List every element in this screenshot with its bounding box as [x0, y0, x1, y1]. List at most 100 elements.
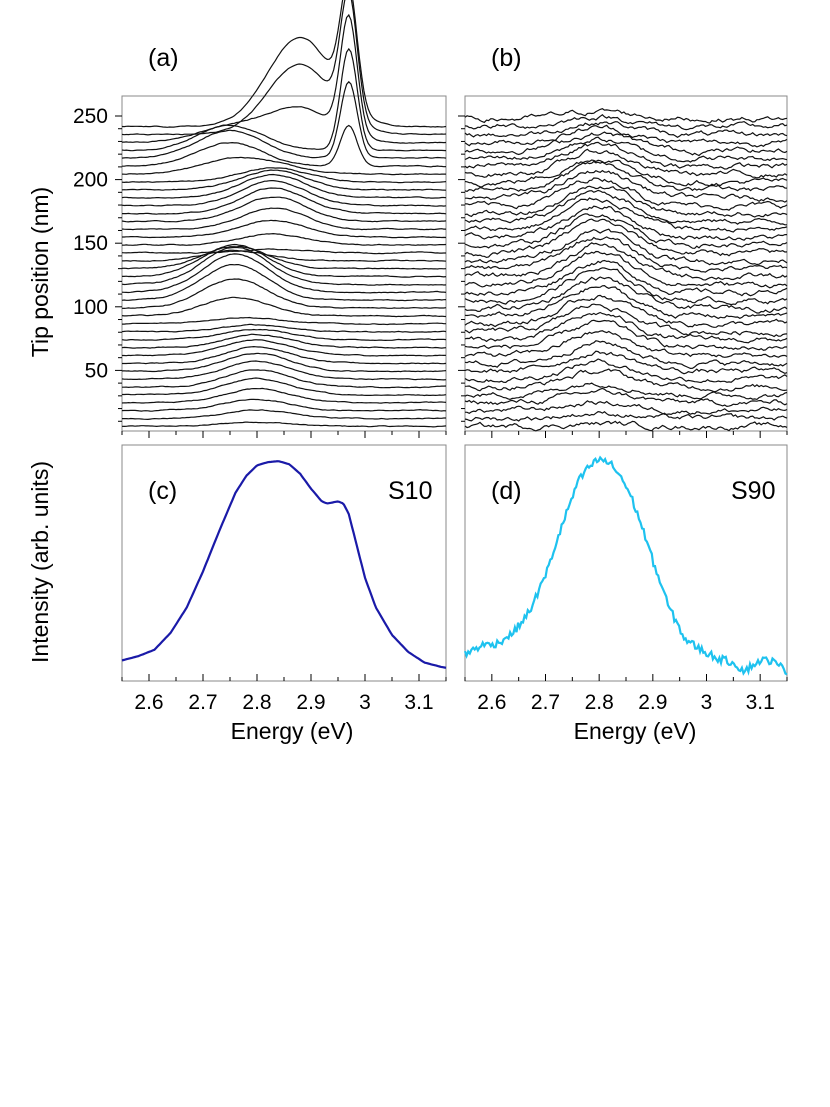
panel-a-spectrum-line — [122, 345, 447, 365]
panel-a-spectrum-line — [122, 219, 447, 239]
panel-d-x-ticks — [464, 674, 788, 681]
panel-a-spectrum-line — [121, 278, 447, 310]
panel-b-spectrum-line — [464, 311, 788, 344]
panel-b-spectrum-line — [464, 276, 788, 314]
panel-b-spectrum-line — [464, 303, 788, 338]
y-axis-title-top: Tip position (nm) — [27, 187, 53, 357]
panel-b-spectrum-line — [464, 294, 788, 328]
panel-b-spectrum-line — [464, 213, 788, 249]
panel-b-frame — [464, 95, 788, 432]
panel-b-x-ticks — [464, 431, 788, 438]
panel-a-spectrum-line — [122, 124, 447, 168]
panel-b-spectrum-line — [464, 382, 788, 401]
panel-b-spectrum-line — [464, 124, 788, 148]
y-axis-title-bottom: Intensity (arb. units) — [27, 461, 53, 663]
panel-b-spectrum-line — [464, 185, 788, 218]
panel-b-spectrum-line — [464, 350, 788, 375]
panel-a-spectrum-line — [122, 409, 446, 421]
panel-c-x-tick-labels: 2.6 2.7 2.8 2.9 3 3.1 — [134, 691, 433, 714]
panel-b-spectrum-line — [464, 114, 788, 131]
panel-a-label: (a) — [148, 44, 179, 72]
panel-a-spectrum-line — [121, 333, 447, 349]
y-tick-label: 150 — [73, 232, 108, 255]
panel-b-spectrum-line — [464, 242, 788, 281]
panel-b-spectrum-line — [464, 358, 788, 384]
panel-b-spectrum-line — [464, 218, 788, 259]
panel-a-spectrum-line — [121, 173, 447, 199]
panel-b-spectrum-line — [464, 236, 788, 273]
panel-a-spectrum-line — [121, 387, 447, 404]
panel-b-spectrum-line — [464, 330, 788, 358]
panel-b-spectrum-line — [464, 205, 787, 241]
y-tick-label: 100 — [73, 296, 108, 319]
panel-a-spectrum-line — [121, 253, 447, 294]
x-axis-title-right: Energy (eV) — [574, 718, 697, 744]
panel-a-spectrum-line — [121, 248, 446, 255]
panel-b-spectrum-line — [464, 340, 788, 370]
x-tick-label: 3.1 — [746, 691, 775, 714]
panel-b-spectrum-line — [464, 108, 788, 124]
panel-a-y-tick-labels: 50 100 150 200 250 — [73, 105, 108, 382]
panel-b-spectrum-line — [464, 148, 788, 179]
x-tick-label: 3 — [701, 691, 713, 714]
panel-a-spectrum-line — [121, 360, 447, 381]
panel-a-spectrum-line — [121, 80, 447, 159]
panel-b-spectrum-line — [464, 410, 788, 422]
panel-a-spectrum-line — [121, 47, 447, 152]
panel-b-spectrum-line — [464, 250, 788, 289]
panel-b-spectrum-line — [464, 319, 788, 351]
panel-b-spectrum-line — [465, 169, 788, 203]
panel-a-spectrum-line — [122, 249, 447, 263]
spectrum-line-s10 — [121, 460, 447, 669]
panel-a-spectrum-line — [122, 339, 447, 357]
panel-b-spectrum-line — [464, 228, 788, 266]
panel-b-spectrum-line — [464, 387, 788, 408]
panel-b-spectrum-line — [464, 400, 788, 416]
x-tick-label: 2.6 — [477, 691, 506, 714]
panel-b-spectrum-line — [464, 159, 788, 188]
panel-a-spectrum-line — [121, 196, 447, 223]
panel-a-spectrum-line — [122, 13, 447, 144]
panel-b-spectrum-line — [464, 160, 788, 192]
panel-a-spectrum-line — [121, 264, 447, 302]
panel-a-spectrum-line — [122, 243, 447, 278]
panel-a-spectrum-line — [121, 169, 447, 191]
x-tick-label: 2.8 — [242, 691, 271, 714]
x-tick-label: 2.9 — [296, 691, 325, 714]
x-tick-label: 2.7 — [188, 691, 217, 714]
panel-a-spectrum-line — [121, 352, 447, 373]
panel-b-y-ticks — [458, 115, 465, 422]
panel-c-spectrum — [121, 460, 447, 669]
panel-a-spectrum-line — [121, 232, 447, 246]
panel-b-spectra — [464, 108, 788, 432]
panel-a-spectrum-line — [122, 316, 446, 326]
panel-a-spectrum-line — [121, 246, 447, 286]
panel-b-spectrum-line — [464, 141, 788, 170]
panel-a-spectrum-line — [121, 328, 447, 342]
panel-b-spectrum-line — [464, 121, 788, 139]
panel-b-spectrum-line — [464, 267, 788, 306]
panel-b-spectrum-line — [464, 259, 788, 297]
panel-b-spectrum-line — [464, 136, 788, 163]
panel-b-spectrum-line — [464, 197, 788, 233]
panel-b-label: (b) — [491, 44, 522, 72]
panel-a-spectrum-line — [122, 377, 447, 397]
x-tick-label: 2.7 — [531, 691, 560, 714]
panel-b-spectrum-line — [464, 131, 788, 157]
panel-a-spectrum-line — [122, 369, 447, 389]
y-tick-label: 200 — [73, 169, 108, 192]
x-tick-label: 3 — [359, 691, 371, 714]
panel-c-label: (c) — [148, 477, 177, 505]
x-tick-label: 2.9 — [638, 691, 667, 714]
panel-a-spectrum-line — [121, 398, 447, 412]
panel-a-spectrum-line — [121, 296, 447, 318]
x-axis-title-left: Energy (eV) — [231, 718, 354, 744]
panel-a-spectrum-line — [121, 180, 447, 207]
panel-b-spectrum-line — [464, 189, 787, 226]
panel-a-spectrum-line — [121, 207, 446, 231]
panel-a-spectrum-line — [121, 421, 447, 428]
panel-a-y-ticks — [115, 115, 122, 422]
panel-a-spectra — [121, 0, 447, 428]
x-tick-label: 3.1 — [404, 691, 433, 714]
panel-a-spectrum-line — [121, 0, 447, 136]
